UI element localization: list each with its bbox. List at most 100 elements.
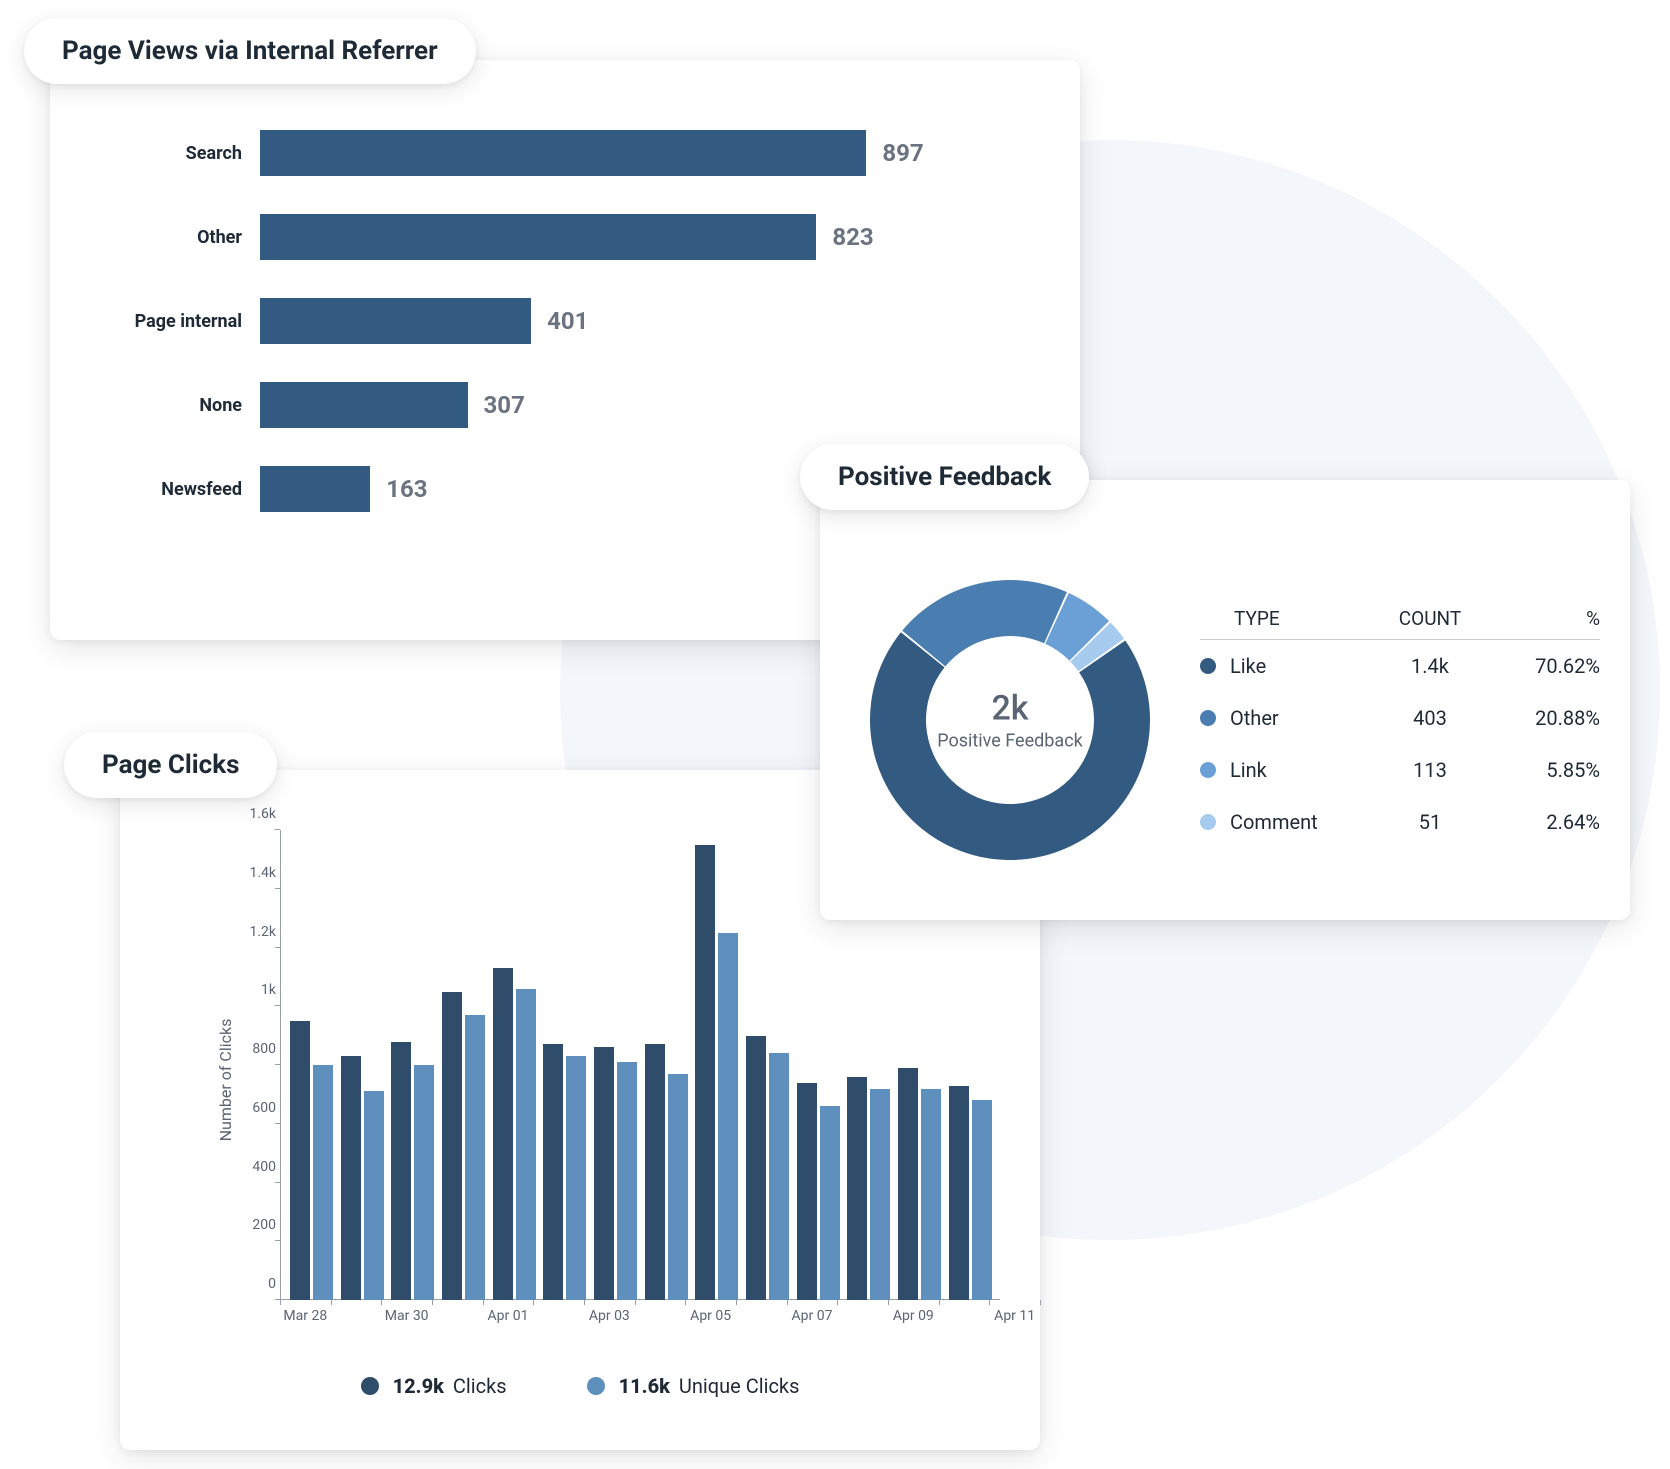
col-type: TYPE — [1200, 607, 1370, 630]
legend-label: 11.6k Unique Clicks — [619, 1374, 800, 1398]
bar-group — [493, 968, 536, 1300]
table-row: Comment 512.64% — [1200, 810, 1600, 834]
x-tick: Apr 05 — [690, 1308, 731, 1324]
bar-unique-clicks — [364, 1091, 384, 1300]
bar-group — [898, 1068, 941, 1300]
bar-clicks — [594, 1047, 614, 1300]
legend-swatch — [1200, 710, 1216, 726]
bar-clicks — [746, 1036, 766, 1300]
legend-swatch — [587, 1377, 605, 1395]
x-tick: Apr 07 — [792, 1308, 833, 1324]
type-label: Comment — [1230, 810, 1318, 834]
hbar-row: Search897 — [90, 130, 1040, 176]
bar-unique-clicks — [516, 989, 536, 1300]
type-label: Link — [1230, 758, 1267, 782]
bar-unique-clicks — [718, 933, 738, 1300]
page-clicks-legend: 12.9k Clicks 11.6k Unique Clicks — [150, 1374, 1010, 1398]
bar-unique-clicks — [465, 1015, 485, 1300]
hbar-row: Page internal401 — [90, 298, 1040, 344]
hbar-bar — [260, 298, 531, 344]
y-tick: 0 — [236, 1276, 276, 1292]
hbar-label: Other — [90, 227, 260, 248]
bar-unique-clicks — [870, 1089, 890, 1301]
bar-group — [695, 845, 738, 1300]
hbar-value: 823 — [832, 223, 873, 251]
bar-group — [341, 1056, 384, 1300]
bar-group — [746, 1036, 789, 1300]
count-value: 403 — [1370, 706, 1490, 730]
bar-unique-clicks — [769, 1053, 789, 1300]
table-row: Other 40320.88% — [1200, 706, 1600, 730]
hbar-label: Newsfeed — [90, 479, 260, 500]
bar-group — [290, 1021, 333, 1300]
x-tick: Apr 03 — [589, 1308, 630, 1324]
positive-feedback-table: TYPE COUNT % Like 1.4k70.62% Other 40320.88… — [1200, 607, 1600, 834]
y-tick: 1.2k — [236, 924, 276, 940]
type-label: Like — [1230, 654, 1266, 678]
legend-swatch — [1200, 658, 1216, 674]
y-tick: 1.4k — [236, 865, 276, 881]
page-clicks-title: Page Clicks — [64, 732, 277, 798]
legend-item: 11.6k Unique Clicks — [587, 1374, 800, 1398]
col-pct: % — [1490, 607, 1600, 630]
y-tick: 200 — [236, 1217, 276, 1233]
bar-unique-clicks — [566, 1056, 586, 1300]
bar-group — [949, 1086, 992, 1300]
donut-center: 2k Positive Feedback — [937, 689, 1083, 752]
y-tick: 800 — [236, 1041, 276, 1057]
legend-label: 12.9k Clicks — [393, 1374, 507, 1398]
hbar-value: 307 — [484, 391, 525, 419]
legend-swatch — [361, 1377, 379, 1395]
pct-value: 70.62% — [1490, 654, 1600, 678]
y-tick: 400 — [236, 1159, 276, 1175]
bar-clicks — [442, 992, 462, 1300]
donut-center-value: 2k — [937, 689, 1083, 729]
type-label: Other — [1230, 706, 1279, 730]
pct-value: 20.88% — [1490, 706, 1600, 730]
hbar-value: 163 — [386, 475, 427, 503]
positive-feedback-card: 2k Positive Feedback TYPE COUNT % Like 1.… — [820, 480, 1630, 920]
bar-clicks — [797, 1083, 817, 1300]
y-tick: 1k — [236, 982, 276, 998]
bar-unique-clicks — [617, 1062, 637, 1300]
bar-group — [645, 1044, 688, 1300]
hbar-bar — [260, 382, 468, 428]
bar-group — [442, 992, 485, 1300]
bar-group — [543, 1044, 586, 1300]
bar-clicks — [543, 1044, 563, 1300]
bar-group — [594, 1047, 637, 1300]
donut-center-label: Positive Feedback — [937, 731, 1083, 752]
count-value: 51 — [1370, 810, 1490, 834]
bar-clicks — [949, 1086, 969, 1300]
page-views-title: Page Views via Internal Referrer — [24, 18, 476, 84]
hbar-bar — [260, 466, 370, 512]
bar-clicks — [695, 845, 715, 1300]
count-value: 113 — [1370, 758, 1490, 782]
legend-item: 12.9k Clicks — [361, 1374, 507, 1398]
hbar-row: None 307 — [90, 382, 1040, 428]
clicks-ylabel: Number of Clicks — [216, 1019, 235, 1142]
bar-unique-clicks — [921, 1089, 941, 1301]
bar-group — [847, 1077, 890, 1300]
pct-value: 2.64% — [1490, 810, 1600, 834]
bar-clicks — [645, 1044, 665, 1300]
hbar-label: None — [90, 395, 260, 416]
bar-unique-clicks — [313, 1065, 333, 1300]
y-tick: 600 — [236, 1100, 276, 1116]
x-tick: Apr 01 — [488, 1308, 529, 1324]
hbar-label: Page internal — [90, 311, 260, 332]
legend-swatch — [1200, 762, 1216, 778]
x-tick: Mar 28 — [283, 1308, 327, 1324]
x-tick: Apr 11 — [994, 1308, 1035, 1324]
bar-clicks — [847, 1077, 867, 1300]
table-header: TYPE COUNT % — [1200, 607, 1600, 639]
bar-unique-clicks — [820, 1106, 840, 1300]
bar-unique-clicks — [414, 1065, 434, 1300]
bar-unique-clicks — [972, 1100, 992, 1300]
x-tick: Mar 30 — [385, 1308, 429, 1324]
count-value: 1.4k — [1370, 654, 1490, 678]
hbar-bar — [260, 130, 866, 176]
hbar-value: 897 — [882, 139, 923, 167]
x-tick: Apr 09 — [893, 1308, 934, 1324]
bar-group — [797, 1083, 840, 1300]
